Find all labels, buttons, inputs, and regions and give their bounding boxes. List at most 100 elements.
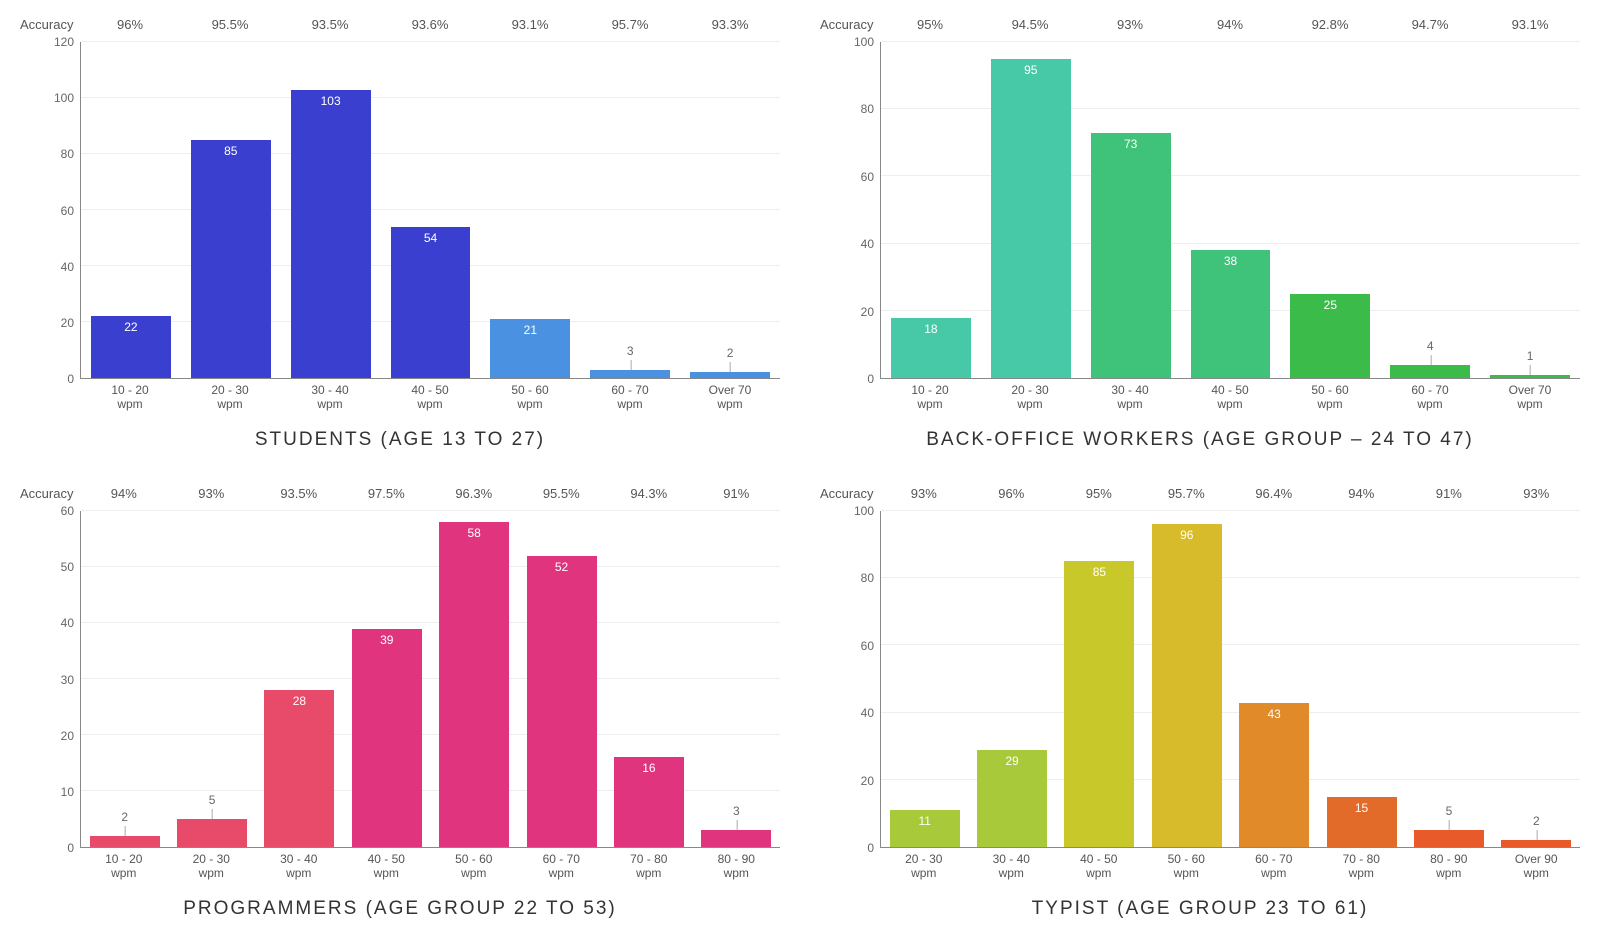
panel-typist: Accuracy93%96%95%95.7%96.4%94%91%93%0204… <box>800 469 1600 938</box>
bar: 15 <box>1327 797 1397 847</box>
y-axis: 020406080100 <box>820 42 880 379</box>
accuracy-row: Accuracy94%93%93.5%97.5%96.3%95.5%94.3%9… <box>20 483 780 503</box>
accuracy-value: 93.6% <box>380 17 480 32</box>
bars: 189573382541 <box>881 42 1580 378</box>
bar: 22 <box>91 316 171 378</box>
y-tick: 120 <box>54 35 74 49</box>
x-label: 40 - 50wpm <box>1055 852 1143 888</box>
bar: 2 <box>1501 840 1571 847</box>
y-tick: 80 <box>861 102 874 116</box>
bar: 3 <box>701 830 771 847</box>
bar: 28 <box>264 690 334 847</box>
bar-slot: 54 <box>381 42 481 378</box>
bar-slot: 73 <box>1081 42 1181 378</box>
accuracy-value: 94% <box>1318 486 1406 501</box>
bar: 85 <box>191 140 271 378</box>
y-tick: 40 <box>861 237 874 251</box>
bar: 96 <box>1152 524 1222 847</box>
x-label: 70 - 80wpm <box>1318 852 1406 888</box>
bar-value-label: 22 <box>124 320 137 334</box>
chart-area: 02040608010011 29 85 9643 15 5 2 <box>820 511 1580 848</box>
bar-value-label: 3 <box>733 804 740 830</box>
bar-slot: 95 <box>981 42 1081 378</box>
bar-value-label: 85 <box>224 144 237 158</box>
bar-slot: 3 <box>693 511 780 847</box>
bar-slot: 85 <box>1056 511 1143 847</box>
x-label: Over 70wpm <box>680 383 780 419</box>
x-label: 30 - 40wpm <box>255 852 343 888</box>
y-tick: 100 <box>854 35 874 49</box>
bar: 16 <box>614 757 684 847</box>
chart-title: TYPIST (AGE GROUP 23 TO 61) <box>820 898 1580 920</box>
y-tick: 0 <box>867 372 874 386</box>
x-label: 40 - 50wpm <box>1180 383 1280 419</box>
bar: 5 <box>1414 830 1484 847</box>
accuracy-value: 96.4% <box>1230 486 1318 501</box>
x-label: 50 - 60wpm <box>1143 852 1231 888</box>
bar: 25 <box>1290 294 1370 378</box>
x-label: 70 - 80wpm <box>605 852 693 888</box>
x-label: 10 - 20wpm <box>880 383 980 419</box>
bar-slot: 2 <box>680 42 780 378</box>
accuracy-value: 93.5% <box>280 17 380 32</box>
bar: 58 <box>439 522 509 847</box>
x-label: 60 - 70wpm <box>1380 383 1480 419</box>
accuracy-row: Accuracy95%94.5%93%94%92.8%94.7%93.1% <box>820 14 1580 34</box>
bar-value-label: 4 <box>1427 339 1434 365</box>
bar: 52 <box>527 556 597 847</box>
y-tick: 60 <box>861 639 874 653</box>
bar-slot: 16 <box>605 511 692 847</box>
bars: 11 29 85 9643 15 5 2 <box>881 511 1580 847</box>
x-label: 20 - 30wpm <box>168 852 256 888</box>
x-label: 30 - 40wpm <box>968 852 1056 888</box>
y-tick: 30 <box>61 673 74 687</box>
accuracy-value: 95% <box>1055 486 1143 501</box>
bar-value-label: 29 <box>1005 754 1018 768</box>
x-label: 40 - 50wpm <box>343 852 431 888</box>
accuracy-value: 93% <box>880 486 968 501</box>
plot: 2 5 28 39 585216 3 <box>80 511 780 848</box>
y-tick: 0 <box>67 841 74 855</box>
y-tick: 10 <box>61 785 74 799</box>
y-axis: 020406080100 <box>820 511 880 848</box>
accuracy-value: 95% <box>880 17 980 32</box>
accuracy-label: Accuracy <box>820 486 880 501</box>
bar: 3 <box>590 370 670 378</box>
bar-value-label: 1 <box>1527 349 1534 375</box>
accuracy-row: Accuracy93%96%95%95.7%96.4%94%91%93% <box>820 483 1580 503</box>
y-tick: 20 <box>861 774 874 788</box>
bar-value-label: 2 <box>727 346 734 372</box>
bar-slot: 2 <box>81 511 168 847</box>
bar-value-label: 21 <box>524 323 537 337</box>
bar: 73 <box>1091 133 1171 378</box>
y-tick: 100 <box>854 504 874 518</box>
accuracy-value: 96% <box>80 17 180 32</box>
bar-value-label: 95 <box>1024 63 1037 77</box>
y-tick: 100 <box>54 91 74 105</box>
bar: 103 <box>291 90 371 378</box>
x-label: 60 - 70wpm <box>580 383 680 419</box>
bar-value-label: 5 <box>1446 804 1453 830</box>
bar-value-label: 54 <box>424 231 437 245</box>
accuracy-value: 91% <box>1405 486 1493 501</box>
bar-slot: 3 <box>580 42 680 378</box>
chart-title: PROGRAMMERS (AGE GROUP 22 TO 53) <box>20 898 780 920</box>
bar-slot: 22 <box>81 42 181 378</box>
bar-slot: 43 <box>1231 511 1318 847</box>
bar-value-label: 5 <box>209 793 216 819</box>
bar-slot: 4 <box>1380 42 1480 378</box>
bar-value-label: 39 <box>380 633 393 647</box>
accuracy-value: 95.5% <box>518 486 606 501</box>
bar-value-label: 85 <box>1093 565 1106 579</box>
accuracy-values: 93%96%95%95.7%96.4%94%91%93% <box>880 486 1580 501</box>
x-axis-labels: 10 - 20wpm20 - 30wpm30 - 40wpm40 - 50wpm… <box>80 848 780 888</box>
panel-students: Accuracy96%95.5%93.5%93.6%93.1%95.7%93.3… <box>0 0 800 469</box>
bar: 95 <box>991 59 1071 378</box>
bar-slot: 11 <box>881 511 968 847</box>
panel-backoffice: Accuracy95%94.5%93%94%92.8%94.7%93.1% 020… <box>800 0 1600 469</box>
y-tick: 40 <box>61 616 74 630</box>
bar-value-label: 103 <box>321 94 341 108</box>
accuracy-value: 93% <box>1493 486 1581 501</box>
x-label: 80 - 90wpm <box>693 852 781 888</box>
bar: 43 <box>1239 703 1309 847</box>
